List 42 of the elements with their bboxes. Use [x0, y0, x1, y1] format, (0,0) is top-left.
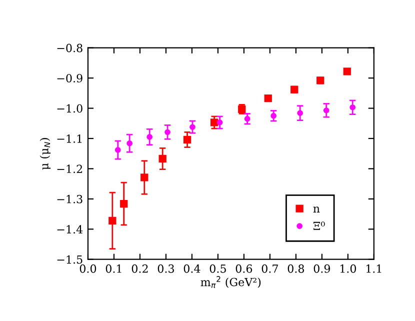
x-tick-label: 0.7 [262, 264, 278, 273]
x-tick-label: 1.1 [366, 264, 382, 273]
x-tick-label: 0.0 [80, 264, 96, 273]
x-tick-label: 0.9 [314, 264, 330, 273]
y-tick-label: −0.9 [57, 74, 82, 82]
point [158, 154, 166, 163]
y-tick-label: −0.8 [57, 44, 82, 52]
y-tick-label: −1.0 [57, 104, 82, 113]
x-tick-label: 0.1 [106, 264, 122, 273]
x-tick-label: 0.3 [158, 264, 174, 273]
point [350, 104, 356, 110]
point [146, 134, 153, 140]
point [210, 118, 218, 126]
point [323, 107, 330, 114]
point [343, 68, 351, 76]
point [126, 140, 132, 146]
x-tick-label: 0.4 [184, 264, 200, 273]
x-tick-label: 1.0 [340, 264, 356, 273]
y-tick-label: −1.3 [57, 194, 82, 204]
y-tick-label: −1.2 [57, 164, 82, 174]
x-tick-label: 0.6 [236, 264, 252, 273]
point [244, 116, 250, 122]
point [120, 200, 128, 208]
point [164, 129, 170, 136]
x-tick-label: 0.8 [288, 264, 304, 273]
point [183, 136, 192, 144]
legend-label: Ξ⁰ [314, 222, 325, 230]
point [297, 110, 304, 116]
y-tick-label: −1.5 [57, 255, 82, 264]
y-tick-label: −1.1 [57, 134, 82, 143]
point [108, 216, 116, 225]
point [140, 174, 148, 182]
point [190, 124, 196, 130]
x-axis-title: m$_{π}$$^{2}$ (GeV²) [200, 276, 261, 288]
x-tick-label: 0.5 [210, 264, 226, 273]
y-axis-title: μ (μ$_{N}$) [40, 138, 51, 170]
point [114, 147, 121, 153]
point [264, 94, 272, 102]
x-tick-label: 0.2 [132, 264, 148, 273]
legend-label: n [313, 206, 320, 212]
y-tick-label: −1.4 [57, 225, 83, 234]
point [216, 120, 223, 126]
